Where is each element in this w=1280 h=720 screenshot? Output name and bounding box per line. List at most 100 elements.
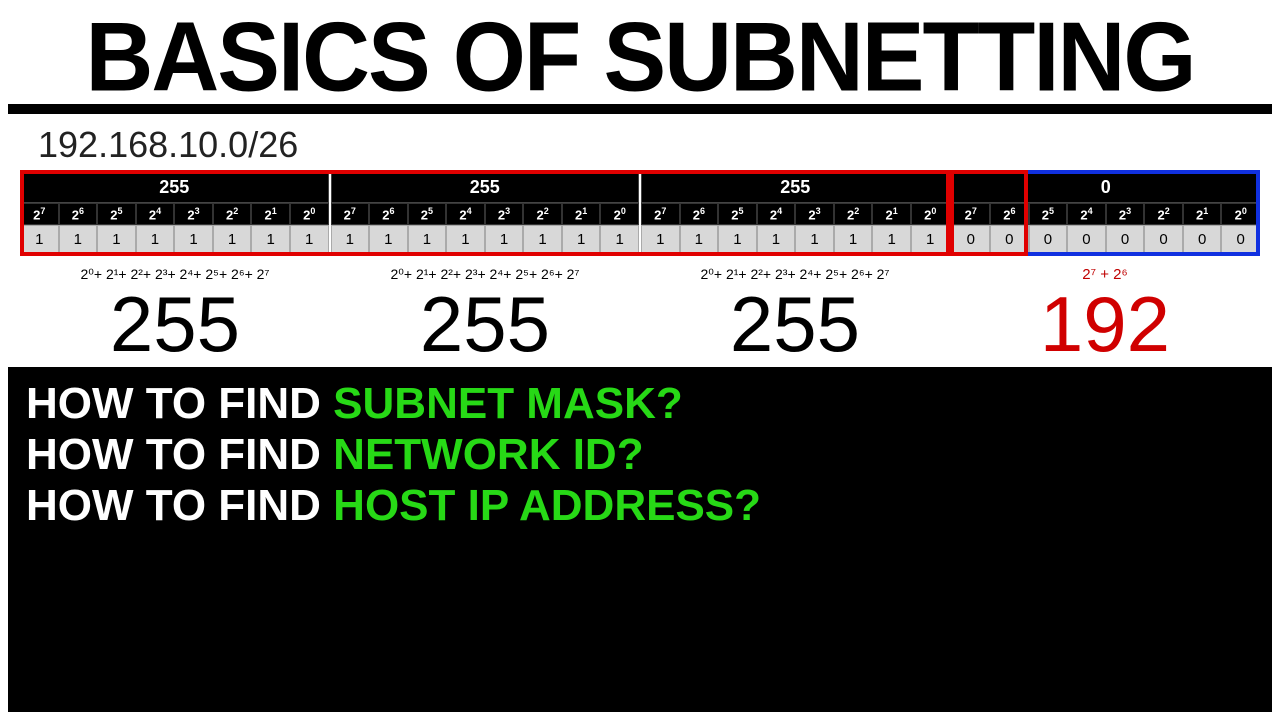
octet-header: 255: [20, 172, 329, 203]
power-cell: 24: [136, 203, 175, 225]
power-cell: 26: [680, 203, 719, 225]
value-cell: 0: [990, 225, 1029, 254]
footer: HOW TO FIND SUBNET MASK?HOW TO FIND NETW…: [8, 371, 1272, 712]
result-row: 255255255192: [20, 285, 1260, 363]
title-bar: BASICS OF SUBNETTING: [8, 8, 1272, 110]
diagram-panel: 192.168.10.0/26 255272625242322212011111…: [8, 110, 1272, 371]
power-cell: 20: [911, 203, 950, 225]
value-cell: 0: [1106, 225, 1145, 254]
value-cell: 0: [1029, 225, 1068, 254]
value-cell: 1: [562, 225, 601, 254]
value-cell: 1: [641, 225, 680, 254]
value-row: 11111111: [331, 225, 640, 254]
power-cell: 27: [20, 203, 59, 225]
power-row: 2726252423222120: [952, 203, 1261, 225]
power-row: 2726252423222120: [641, 203, 950, 225]
value-row: 11111111: [20, 225, 329, 254]
result-value: 255: [330, 285, 640, 363]
value-cell: 1: [911, 225, 950, 254]
power-cell: 22: [1144, 203, 1183, 225]
value-cell: 1: [251, 225, 290, 254]
value-row: 11111111: [641, 225, 950, 254]
frame: BASICS OF SUBNETTING 192.168.10.0/26 255…: [0, 0, 1280, 720]
value-cell: 1: [213, 225, 252, 254]
value-cell: 1: [20, 225, 59, 254]
footer-line: HOW TO FIND NETWORK ID?: [26, 430, 1254, 481]
power-cell: 26: [990, 203, 1029, 225]
power-cell: 26: [59, 203, 98, 225]
value-cell: 1: [718, 225, 757, 254]
power-cell: 21: [562, 203, 601, 225]
value-cell: 1: [136, 225, 175, 254]
octet-header: 0: [952, 172, 1261, 203]
footer-highlight: HOST IP ADDRESS?: [333, 481, 761, 530]
footer-line: HOW TO FIND SUBNET MASK?: [26, 379, 1254, 430]
octet-header: 255: [331, 172, 640, 203]
value-row: 00000000: [952, 225, 1261, 254]
value-cell: 0: [952, 225, 991, 254]
value-cell: 0: [1183, 225, 1222, 254]
value-cell: 0: [1067, 225, 1106, 254]
power-cell: 20: [1221, 203, 1260, 225]
value-cell: 1: [446, 225, 485, 254]
result-value: 255: [20, 285, 330, 363]
power-cell: 25: [718, 203, 757, 225]
power-cell: 22: [523, 203, 562, 225]
power-cell: 20: [290, 203, 329, 225]
footer-prefix: HOW TO FIND: [26, 430, 333, 479]
footer-highlight: NETWORK ID?: [333, 430, 643, 479]
footer-prefix: HOW TO FIND: [26, 379, 333, 428]
value-cell: 1: [485, 225, 524, 254]
power-cell: 23: [485, 203, 524, 225]
value-cell: 1: [369, 225, 408, 254]
power-cell: 23: [174, 203, 213, 225]
footer-prefix: HOW TO FIND: [26, 481, 333, 530]
power-cell: 24: [446, 203, 485, 225]
value-cell: 1: [757, 225, 796, 254]
power-cell: 23: [795, 203, 834, 225]
value-cell: 1: [408, 225, 447, 254]
value-cell: 1: [290, 225, 329, 254]
result-value: 192: [950, 285, 1260, 363]
power-cell: 27: [952, 203, 991, 225]
octet-table-wrap: 2552726252423222120111111112552726252423…: [20, 172, 1260, 254]
octet-0: 255272625242322212011111111: [20, 172, 329, 254]
power-cell: 26: [369, 203, 408, 225]
power-cell: 21: [1183, 203, 1222, 225]
power-cell: 20: [600, 203, 639, 225]
value-cell: 1: [523, 225, 562, 254]
footer-highlight: SUBNET MASK?: [333, 379, 683, 428]
octet-header: 255: [641, 172, 950, 203]
power-row: 2726252423222120: [331, 203, 640, 225]
power-cell: 27: [641, 203, 680, 225]
power-cell: 21: [251, 203, 290, 225]
power-cell: 27: [331, 203, 370, 225]
power-cell: 25: [97, 203, 136, 225]
value-cell: 1: [795, 225, 834, 254]
power-cell: 24: [1067, 203, 1106, 225]
main-title: BASICS OF SUBNETTING: [18, 8, 1262, 107]
value-cell: 1: [834, 225, 873, 254]
power-cell: 25: [1029, 203, 1068, 225]
value-cell: 1: [872, 225, 911, 254]
octet-2: 255272625242322212011111111: [641, 172, 950, 254]
octet-table: 2552726252423222120111111112552726252423…: [20, 172, 1260, 254]
power-cell: 24: [757, 203, 796, 225]
power-cell: 25: [408, 203, 447, 225]
value-cell: 1: [59, 225, 98, 254]
footer-line: HOW TO FIND HOST IP ADDRESS?: [26, 481, 1254, 532]
value-cell: 1: [331, 225, 370, 254]
power-cell: 21: [872, 203, 911, 225]
power-cell: 23: [1106, 203, 1145, 225]
value-cell: 0: [1144, 225, 1183, 254]
ip-address: 192.168.10.0/26: [38, 124, 1260, 166]
value-cell: 1: [600, 225, 639, 254]
power-cell: 22: [213, 203, 252, 225]
value-cell: 1: [680, 225, 719, 254]
power-row: 2726252423222120: [20, 203, 329, 225]
result-value: 255: [640, 285, 950, 363]
value-cell: 1: [174, 225, 213, 254]
octet-3: 0272625242322212000000000: [952, 172, 1261, 254]
value-cell: 0: [1221, 225, 1260, 254]
octet-1: 255272625242322212011111111: [331, 172, 640, 254]
